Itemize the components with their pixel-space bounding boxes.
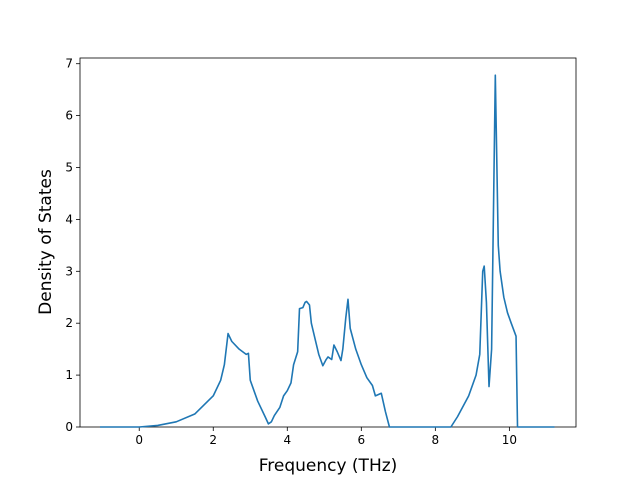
y-tick-label: 0: [65, 420, 73, 434]
y-tick-label: 2: [65, 316, 73, 330]
y-tick-label: 5: [65, 161, 73, 175]
x-tick-label: 10: [502, 433, 517, 447]
y-tick-label: 1: [65, 368, 73, 382]
x-tick-label: 2: [209, 433, 217, 447]
y-tick-label: 3: [65, 264, 73, 278]
x-tick-label: 4: [283, 433, 291, 447]
x-axis-label: Frequency (THz): [259, 456, 398, 476]
dos-line: [99, 74, 555, 428]
y-tick-label: 7: [65, 57, 73, 71]
x-tick-label: 6: [357, 433, 365, 447]
plot-frame: [79, 57, 577, 428]
y-tick-label: 4: [65, 212, 73, 226]
x-tick-label: 0: [135, 433, 143, 447]
x-tick-label: 8: [432, 433, 440, 447]
y-tick-label: 6: [65, 109, 73, 123]
y-axis-label: Density of States: [36, 169, 56, 315]
